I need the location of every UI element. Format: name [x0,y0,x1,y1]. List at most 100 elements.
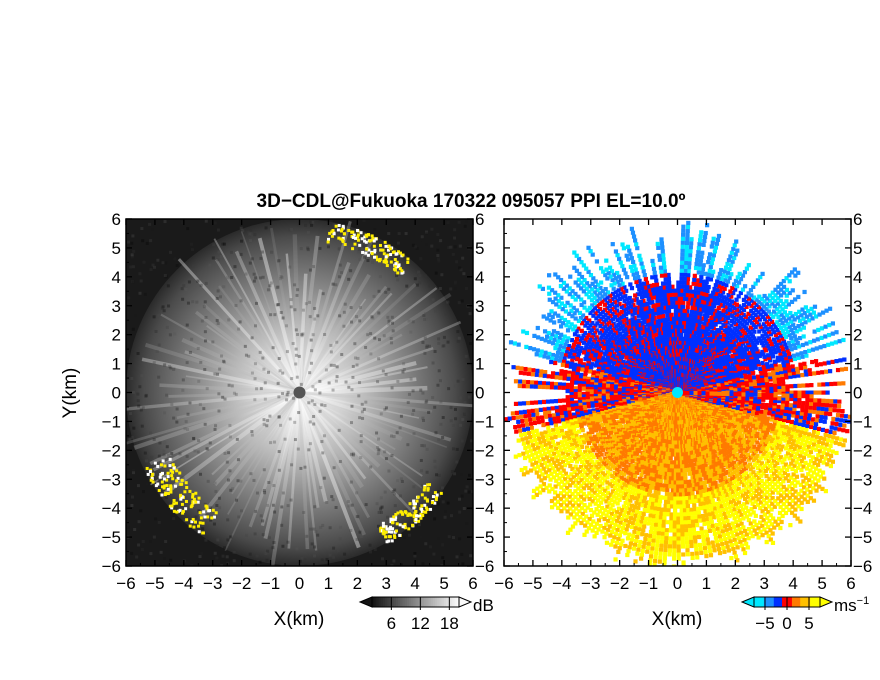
velocity-cell [803,349,808,355]
velocity-cell [659,289,664,295]
snr-yellow-echo [160,471,164,475]
snr-noise-cell [456,339,460,343]
snr-noise-cell [255,301,259,305]
snr-yellow-echo [423,486,427,490]
snr-radial-streak [159,383,300,395]
velocity-cell [605,290,611,295]
snr-noise-cell [454,287,458,291]
snr-noise-cell [145,459,149,463]
velocity-cell [670,320,675,325]
snr-noise-cell [280,276,284,280]
velocity-cell [559,315,564,320]
snr-yellow-echo [406,513,410,517]
velocity-cell [543,338,548,343]
velocity-cell [760,271,765,276]
snr-noise-cell [356,356,360,360]
velocity-cell [693,286,699,291]
snr-noise-cell [318,246,322,250]
velocity-cell [680,240,685,245]
snr-noise-cell [427,410,431,414]
snr-noise-cell [167,304,171,308]
snr-noise-cell [411,389,415,393]
snr-noise-cell [457,220,461,224]
snr-noise-cell [303,558,307,562]
velocity-cell [834,359,839,364]
snr-noise-cell [129,265,133,269]
velocity-cell [767,372,772,377]
velocity-cell [593,352,599,357]
velocity-cell [555,330,560,336]
colorbar-segment [395,597,399,607]
velocity-cell [841,337,846,343]
velocity-cell [733,252,738,257]
snr-noise-cell [357,247,361,251]
snr-noise-cell [265,558,269,562]
snr-noise-cell [220,564,224,566]
velocity-cell [792,267,797,272]
snr-noise-cell [351,553,355,557]
velocity-cell [783,369,788,374]
velocity-cell [758,338,763,343]
velocity-cell [624,355,629,360]
velocity-cell [670,288,675,293]
velocity-cell [570,374,575,379]
velocity-cell [543,350,548,355]
velocity-cell [725,306,730,311]
snr-noise-cell [418,238,422,242]
snr-noise-cell [204,315,208,319]
snr-noise-cell [185,323,189,327]
snr-noise-cell [308,371,312,375]
snr-noise-cell [258,560,262,564]
snr-noise-cell [232,559,236,563]
velocity-cell [540,286,546,291]
velocity-cell [769,390,774,395]
velocity-cell [669,312,674,317]
snr-noise-cell [128,437,132,441]
snr-noise-cell [196,347,200,351]
colorbar-segment [380,597,384,607]
velocity-cell [635,305,640,310]
snr-noise-cell [199,360,203,364]
velocity-cell [774,367,780,373]
velocity-cell [706,272,711,277]
y-tick-label-right: −5 [475,528,494,547]
velocity-cell [643,276,648,282]
velocity-cell [595,309,600,314]
velocity-cell [684,292,689,298]
velocity-cell [738,277,744,282]
snr-yellow-echo [199,516,203,520]
velocity-cell [810,359,815,365]
velocity-cell [648,292,653,297]
velocity-cell [588,337,593,342]
snr-noise-cell [157,477,161,481]
velocity-cell [627,248,632,253]
velocity-cell [814,346,819,351]
velocity-cell [763,338,768,344]
snr-yellow-echo [413,512,417,516]
velocity-cell [764,377,769,383]
velocity-cell [558,324,564,329]
snr-noise-cell [184,287,188,291]
snr-noise-cell [157,313,161,317]
snr-noise-cell [214,424,218,428]
velocity-cell [574,336,580,342]
velocity-cell [634,297,639,302]
snr-noise-cell [301,332,305,336]
velocity-cell [689,237,694,242]
snr-noise-cell [454,417,458,421]
snr-noise-cell [141,406,145,410]
snr-radial-streak [285,253,301,393]
velocity-cell [705,297,710,302]
velocity-cell [634,242,639,247]
velocity-cell [632,311,637,316]
velocity-cell [638,291,643,296]
velocity-cell [619,305,624,310]
snr-noise-cell [184,420,188,424]
snr-yellow-echo [387,530,391,534]
velocity-cell [667,284,672,290]
snr-noise-cell [165,445,169,449]
velocity-cell [766,367,771,372]
velocity-cell [763,357,768,362]
velocity-cell [707,252,713,257]
velocity-cell [543,369,548,375]
